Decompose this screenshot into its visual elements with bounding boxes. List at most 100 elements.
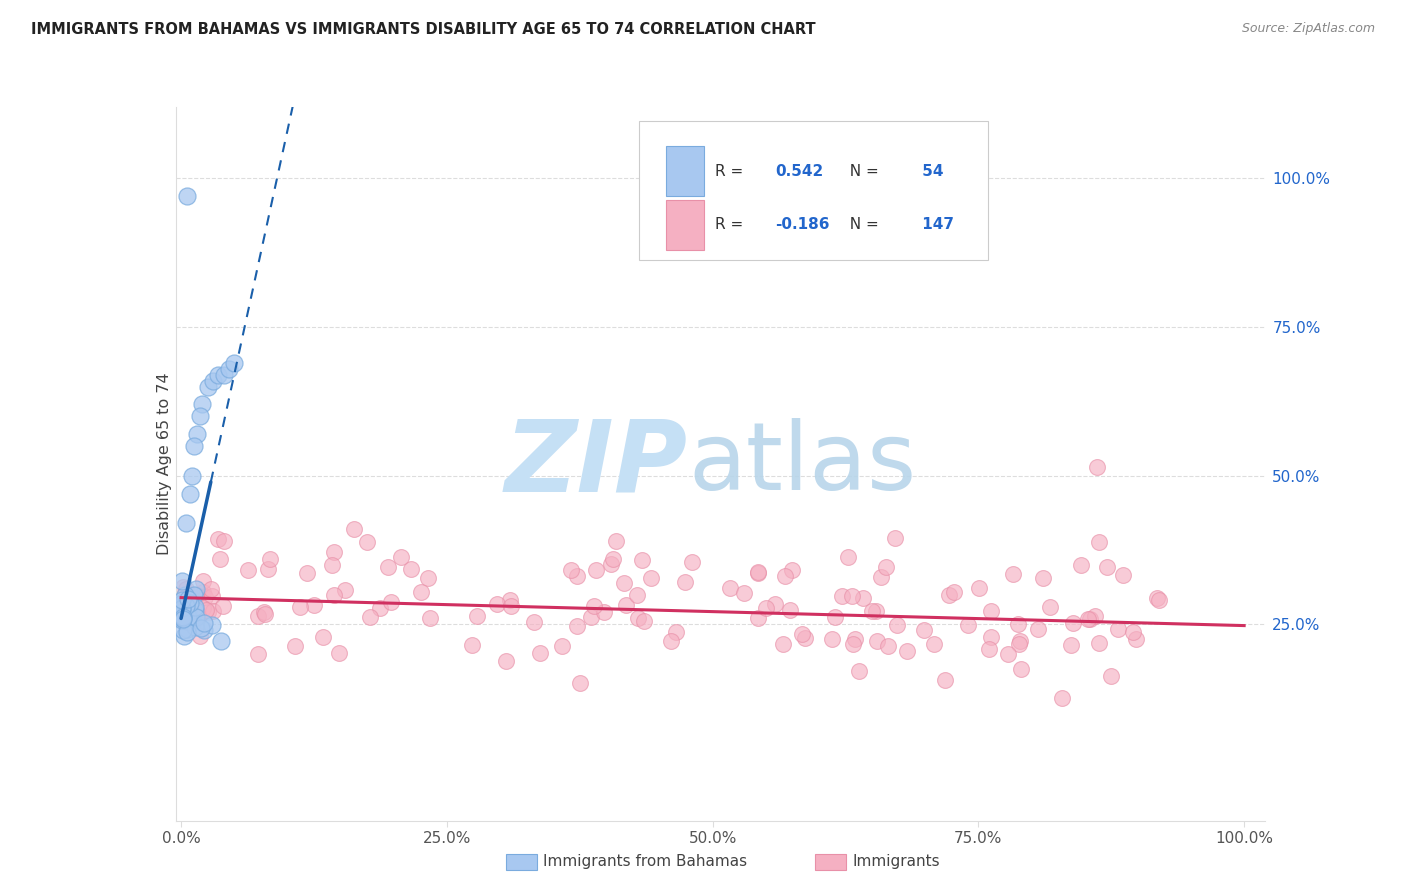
FancyBboxPatch shape	[638, 121, 987, 260]
Point	[201, 374, 224, 388]
Point	[523, 615, 546, 629]
Point	[772, 637, 794, 651]
Point	[201, 604, 224, 618]
Point	[177, 610, 200, 624]
Point	[377, 560, 399, 574]
Point	[841, 589, 863, 603]
Point	[224, 356, 246, 370]
Point	[1050, 690, 1073, 705]
Point	[184, 603, 207, 617]
Point	[675, 574, 697, 589]
Point	[565, 568, 588, 582]
Point	[172, 574, 194, 589]
Point	[177, 592, 200, 607]
Point	[172, 612, 194, 626]
Point	[842, 637, 865, 651]
Point	[323, 545, 346, 559]
Point	[184, 609, 207, 624]
Point	[1070, 558, 1092, 573]
Point	[253, 607, 276, 621]
Point	[529, 646, 551, 660]
Point	[613, 576, 636, 591]
Point	[179, 616, 201, 631]
Text: -0.186: -0.186	[775, 218, 830, 232]
Point	[1077, 612, 1099, 626]
Point	[486, 597, 509, 611]
Point	[831, 589, 853, 603]
FancyBboxPatch shape	[666, 200, 704, 250]
Point	[599, 557, 621, 571]
Point	[284, 640, 307, 654]
Point	[1122, 625, 1144, 640]
Point	[877, 639, 900, 653]
Point	[499, 593, 522, 607]
Point	[747, 566, 769, 580]
Point	[193, 615, 215, 630]
Point	[193, 600, 215, 615]
Point	[172, 596, 194, 610]
Point	[560, 563, 582, 577]
Point	[418, 611, 440, 625]
Point	[1087, 459, 1109, 474]
Point	[461, 638, 484, 652]
Text: R =: R =	[716, 164, 748, 178]
Text: Immigrants: Immigrants	[852, 855, 939, 869]
Point	[288, 600, 311, 615]
Point	[183, 439, 205, 453]
Point	[184, 599, 207, 614]
Point	[579, 609, 602, 624]
Point	[934, 673, 956, 688]
Point	[943, 585, 966, 599]
Text: Source: ZipAtlas.com: Source: ZipAtlas.com	[1241, 22, 1375, 36]
Point	[912, 623, 935, 637]
Text: N =: N =	[841, 164, 884, 178]
Point	[172, 580, 194, 594]
Point	[176, 189, 198, 203]
Text: IMMIGRANTS FROM BAHAMAS VS IMMIGRANTS DISABILITY AGE 65 TO 74 CORRELATION CHART: IMMIGRANTS FROM BAHAMAS VS IMMIGRANTS DI…	[31, 22, 815, 37]
Point	[1007, 617, 1029, 632]
Point	[187, 610, 209, 624]
Point	[197, 379, 219, 393]
Point	[602, 552, 624, 566]
Point	[380, 595, 402, 609]
Point	[207, 533, 229, 547]
Point	[605, 533, 627, 548]
Point	[922, 637, 945, 651]
Point	[174, 602, 197, 616]
Point	[172, 599, 194, 613]
Text: 0.542: 0.542	[775, 164, 824, 178]
Point	[733, 586, 755, 600]
Point	[247, 648, 270, 662]
Text: Immigrants from Bahamas: Immigrants from Bahamas	[543, 855, 747, 869]
Point	[896, 644, 918, 658]
Point	[212, 368, 235, 382]
Point	[181, 615, 204, 629]
Point	[633, 614, 655, 628]
Point	[176, 516, 198, 531]
Point	[792, 627, 814, 641]
Point	[550, 639, 572, 653]
Point	[565, 619, 588, 633]
Point	[184, 582, 207, 597]
Point	[852, 591, 875, 606]
FancyBboxPatch shape	[666, 146, 704, 196]
Point	[1078, 612, 1101, 626]
Point	[302, 598, 325, 612]
Point	[779, 603, 801, 617]
Point	[253, 605, 276, 619]
Point	[866, 633, 889, 648]
Point	[681, 555, 703, 569]
Point	[246, 609, 269, 624]
Point	[172, 611, 194, 625]
Point	[997, 647, 1019, 661]
Point	[256, 562, 278, 576]
Point	[399, 561, 422, 575]
Point	[184, 620, 207, 634]
Point	[1097, 559, 1119, 574]
Point	[585, 563, 607, 577]
Point	[1060, 638, 1083, 652]
Point	[172, 593, 194, 607]
Point	[411, 585, 433, 599]
Point	[979, 642, 1001, 657]
Point	[1149, 593, 1171, 607]
